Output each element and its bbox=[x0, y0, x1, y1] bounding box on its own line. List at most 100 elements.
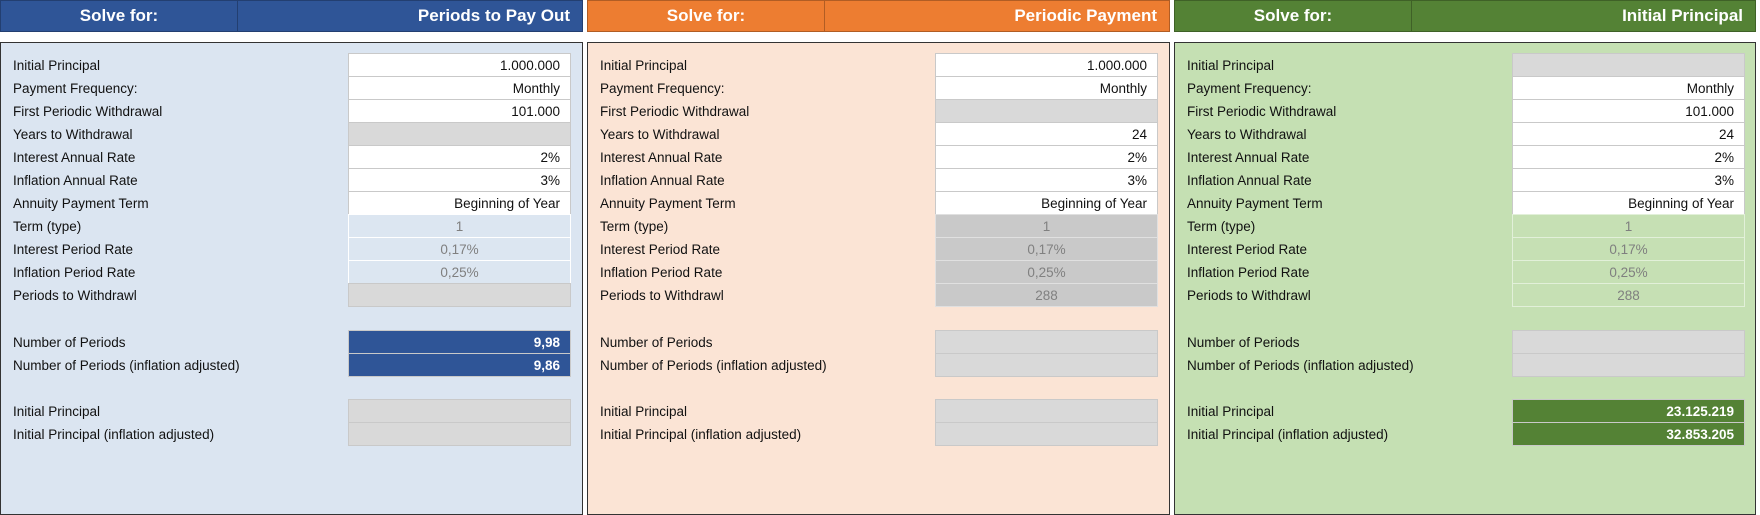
field-row-number-of-periods-inflation-adjusted: Number of Periods (inflation adjusted) bbox=[1175, 353, 1755, 379]
input-cell[interactable]: 3% bbox=[935, 168, 1158, 192]
calculated-value: 1 bbox=[348, 214, 571, 238]
panel-body: Initial Principal Payment Frequency: Month… bbox=[1174, 42, 1756, 515]
empty-cell bbox=[1512, 353, 1745, 377]
field-label: Annuity Payment Term bbox=[1187, 196, 1323, 211]
field-label: Initial Principal (inflation adjusted) bbox=[1187, 427, 1389, 442]
field-label: First Periodic Withdrawal bbox=[1187, 104, 1337, 119]
field-label: Periods to Withdrawl bbox=[13, 288, 137, 303]
input-cell[interactable]: 1.000.000 bbox=[935, 53, 1158, 77]
input-cell[interactable]: 3% bbox=[1512, 168, 1745, 192]
input-cell[interactable]: 24 bbox=[1512, 122, 1745, 146]
calculated-value: 288 bbox=[935, 283, 1158, 307]
field-row-initial-principal-inflation-adjusted: Initial Principal (inflation adjusted) bbox=[588, 422, 1169, 448]
solve-target-select[interactable]: Periods to Pay Out bbox=[417, 6, 570, 25]
field-row-initial-principal: Initial Principal bbox=[588, 399, 1169, 425]
calculated-value: 1 bbox=[935, 214, 1158, 238]
field-row-annuity-payment-term: Annuity Payment Term Beginning of Year bbox=[1, 191, 582, 217]
field-row-initial-principal-inflation-adjusted: Initial Principal (inflation adjusted) bbox=[1, 422, 582, 448]
field-label: Initial Principal bbox=[1187, 404, 1275, 419]
result-value: 23.125.219 bbox=[1512, 399, 1745, 423]
field-row-number-of-periods-inflation-adjusted: Number of Periods (inflation adjusted) 9,… bbox=[1, 353, 582, 379]
field-label: Years to Withdrawal bbox=[600, 127, 720, 142]
field-row-years-to-withdrawal: Years to Withdrawal 24 bbox=[1175, 122, 1755, 148]
input-cell[interactable]: Monthly bbox=[348, 76, 571, 100]
solve-target-select[interactable]: Initial Principal bbox=[1622, 6, 1743, 25]
solve-target-select[interactable]: Periodic Payment bbox=[1014, 6, 1157, 25]
input-cell[interactable]: 3% bbox=[348, 168, 571, 192]
input-cell[interactable]: Monthly bbox=[1512, 76, 1745, 100]
field-label: Initial Principal bbox=[1187, 58, 1275, 73]
input-cell[interactable]: 2% bbox=[348, 145, 571, 169]
field-row-inflation-period-rate: Inflation Period Rate 0,25% bbox=[1, 260, 582, 286]
empty-cell bbox=[348, 399, 571, 423]
field-label: Inflation Annual Rate bbox=[600, 173, 725, 188]
field-label: Term (type) bbox=[13, 219, 82, 234]
input-cell[interactable]: 101.000 bbox=[348, 99, 571, 123]
field-label: Number of Periods bbox=[600, 335, 713, 350]
panel-header: Solve for: Initial Principal bbox=[1174, 0, 1756, 32]
empty-cell bbox=[935, 330, 1158, 354]
calculated-value: 288 bbox=[1512, 283, 1745, 307]
panel-periodic-payment: Solve for: Periodic Payment Initial Prin… bbox=[587, 0, 1170, 515]
field-label: Payment Frequency: bbox=[13, 81, 138, 96]
field-row-annuity-payment-term: Annuity Payment Term Beginning of Year bbox=[1175, 191, 1755, 217]
field-label: Initial Principal bbox=[13, 58, 101, 73]
field-label: Term (type) bbox=[1187, 219, 1256, 234]
field-label: Interest Annual Rate bbox=[600, 150, 723, 165]
field-row-years-to-withdrawal: Years to Withdrawal bbox=[1, 122, 582, 148]
field-row-periods-to-withdrawl: Periods to Withdrawl 288 bbox=[588, 283, 1169, 309]
result-value: 9,86 bbox=[348, 353, 571, 377]
calculated-value: 0,17% bbox=[348, 237, 571, 261]
input-cell[interactable]: 2% bbox=[1512, 145, 1745, 169]
field-row-first-periodic-withdrawal: First Periodic Withdrawal 101.000 bbox=[1, 99, 582, 125]
calculated-value: 0,17% bbox=[935, 237, 1158, 261]
field-row-years-to-withdrawal: Years to Withdrawal 24 bbox=[588, 122, 1169, 148]
empty-cell bbox=[935, 353, 1158, 377]
input-cell[interactable]: Beginning of Year bbox=[935, 191, 1158, 215]
empty-cell bbox=[348, 422, 571, 446]
field-row-interest-period-rate: Interest Period Rate 0,17% bbox=[588, 237, 1169, 263]
field-label: Number of Periods (inflation adjusted) bbox=[13, 358, 240, 373]
field-label: Inflation Annual Rate bbox=[1187, 173, 1312, 188]
field-label: Interest Annual Rate bbox=[1187, 150, 1310, 165]
field-label: Interest Period Rate bbox=[13, 242, 134, 257]
calculated-value: 0,25% bbox=[935, 260, 1158, 284]
panel-body: Initial Principal 1.000.000 Payment Freque… bbox=[587, 42, 1170, 515]
field-row-interest-period-rate: Interest Period Rate 0,17% bbox=[1, 237, 582, 263]
field-label: Number of Periods (inflation adjusted) bbox=[600, 358, 827, 373]
input-cell[interactable]: Beginning of Year bbox=[348, 191, 571, 215]
input-cell[interactable]: 2% bbox=[935, 145, 1158, 169]
panel-periods-to-pay-out: Solve for: Periods to Pay Out Initial Pr… bbox=[0, 0, 583, 515]
field-label: Years to Withdrawal bbox=[1187, 127, 1307, 142]
field-label: Years to Withdrawal bbox=[13, 127, 133, 142]
field-row-initial-principal: Initial Principal 23.125.219 bbox=[1175, 399, 1755, 425]
input-cell[interactable]: 1.000.000 bbox=[348, 53, 571, 77]
field-row-inflation-annual-rate: Inflation Annual Rate 3% bbox=[1175, 168, 1755, 194]
field-label: Inflation Period Rate bbox=[600, 265, 723, 280]
field-label: Initial Principal bbox=[13, 404, 101, 419]
field-row-interest-annual-rate: Interest Annual Rate 2% bbox=[588, 145, 1169, 171]
calculated-value: 0,25% bbox=[348, 260, 571, 284]
result-value: 9,98 bbox=[348, 330, 571, 354]
field-label: Inflation Period Rate bbox=[1187, 265, 1310, 280]
input-cell[interactable]: 101.000 bbox=[1512, 99, 1745, 123]
field-label: First Periodic Withdrawal bbox=[13, 104, 163, 119]
field-row-number-of-periods-inflation-adjusted: Number of Periods (inflation adjusted) bbox=[588, 353, 1169, 379]
field-label: Initial Principal bbox=[600, 404, 688, 419]
field-label: Number of Periods bbox=[1187, 335, 1300, 350]
field-label: Term (type) bbox=[600, 219, 669, 234]
input-cell[interactable]: Beginning of Year bbox=[1512, 191, 1745, 215]
field-row-interest-annual-rate: Interest Annual Rate 2% bbox=[1175, 145, 1755, 171]
panel-initial-principal: Solve for: Initial Principal Initial Pri… bbox=[1174, 0, 1756, 515]
input-cell[interactable]: 24 bbox=[935, 122, 1158, 146]
field-label: Initial Principal (inflation adjusted) bbox=[600, 427, 802, 442]
field-label: Interest Period Rate bbox=[1187, 242, 1308, 257]
field-row-payment-frequency: Payment Frequency: Monthly bbox=[1175, 76, 1755, 102]
input-cell[interactable]: Monthly bbox=[935, 76, 1158, 100]
field-label: First Periodic Withdrawal bbox=[600, 104, 750, 119]
empty-cell bbox=[348, 122, 571, 146]
empty-cell bbox=[935, 422, 1158, 446]
field-label: Initial Principal (inflation adjusted) bbox=[13, 427, 215, 442]
empty-cell bbox=[348, 283, 571, 307]
field-row-interest-annual-rate: Interest Annual Rate 2% bbox=[1, 145, 582, 171]
